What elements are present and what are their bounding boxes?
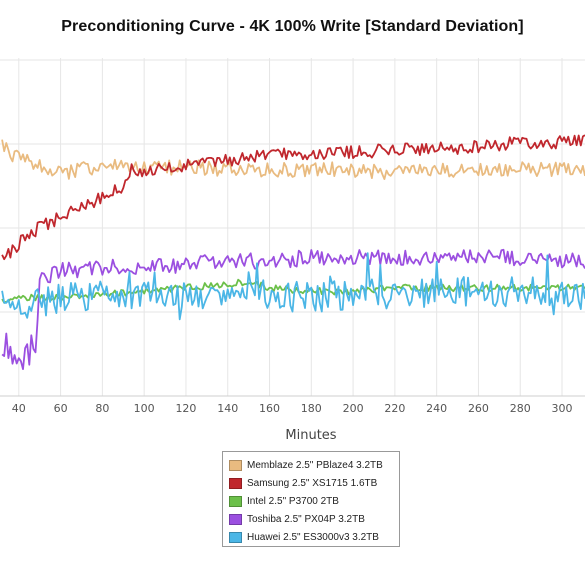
legend-label-toshiba: Toshiba 2.5" PX04P 3.2TB bbox=[247, 513, 365, 525]
legend-item-toshiba[interactable]: Toshiba 2.5" PX04P 3.2TB bbox=[229, 510, 393, 528]
legend-item-samsung[interactable]: Samsung 2.5" XS1715 1.6TB bbox=[229, 474, 393, 492]
legend-label-huawei: Huawei 2.5" ES3000v3 3.2TB bbox=[247, 531, 379, 543]
x-tick-label: 260 bbox=[468, 402, 489, 415]
legend-label-samsung: Samsung 2.5" XS1715 1.6TB bbox=[247, 477, 378, 489]
x-tick-label: 180 bbox=[301, 402, 322, 415]
series-line-3 bbox=[1, 248, 585, 371]
x-tick-label: 100 bbox=[134, 402, 155, 415]
legend-swatch-huawei bbox=[229, 531, 242, 543]
series-line-1 bbox=[1, 134, 585, 261]
x-tick-label: 80 bbox=[95, 402, 109, 415]
legend-swatch-toshiba bbox=[229, 513, 242, 525]
series-line-0 bbox=[1, 139, 585, 181]
x-tick-label: 160 bbox=[259, 402, 280, 415]
x-tick-label: 40 bbox=[12, 402, 26, 415]
legend-label-memblaze: Memblaze 2.5" PBlaze4 3.2TB bbox=[247, 459, 383, 471]
legend-label-intel: Intel 2.5" P3700 2TB bbox=[247, 495, 339, 507]
chart-title: Preconditioning Curve - 4K 100% Write [S… bbox=[61, 18, 524, 35]
x-tick-labels: 40 60 80 100 120 140 160 180 200 220 240 260 280 300 bbox=[12, 402, 573, 415]
legend-item-huawei[interactable]: Huawei 2.5" ES3000v3 3.2TB bbox=[229, 528, 393, 546]
x-tick-label: 220 bbox=[384, 402, 405, 415]
x-tick-label: 280 bbox=[510, 402, 531, 415]
legend-swatch-memblaze bbox=[229, 459, 242, 471]
legend-swatch-intel bbox=[229, 495, 242, 507]
x-tick-label: 200 bbox=[343, 402, 364, 415]
grid-lines bbox=[0, 58, 585, 397]
x-tick-label: 60 bbox=[54, 402, 68, 415]
series-line-4 bbox=[1, 252, 585, 321]
legend-item-intel[interactable]: Intel 2.5" P3700 2TB bbox=[229, 492, 393, 510]
legend-swatch-samsung bbox=[229, 477, 242, 489]
x-tick-label: 140 bbox=[217, 402, 238, 415]
x-tick-label: 240 bbox=[426, 402, 447, 415]
x-tick-label: 300 bbox=[552, 402, 573, 415]
legend: Memblaze 2.5" PBlaze4 3.2TB Samsung 2.5"… bbox=[222, 451, 400, 547]
x-axis-label: Minutes bbox=[285, 428, 336, 443]
x-tick-label: 120 bbox=[175, 402, 196, 415]
legend-item-memblaze[interactable]: Memblaze 2.5" PBlaze4 3.2TB bbox=[229, 456, 393, 474]
series-lines bbox=[1, 134, 585, 371]
